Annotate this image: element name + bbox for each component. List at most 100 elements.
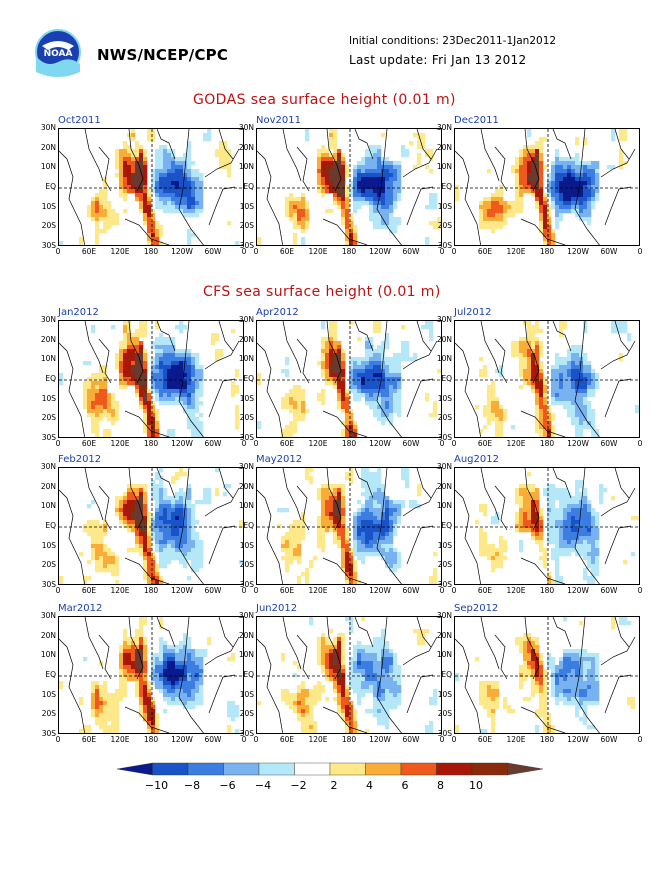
y-tick-label: 30S [437,729,452,738]
noaa-logo-text: NOAA [44,49,73,59]
x-tick-label: 0 [451,247,457,256]
y-tick-label: 10N [238,650,254,660]
x-tick-label: 0 [451,735,457,744]
x-tick-label: 60W [600,247,618,256]
y-tick-label: 30N [436,462,452,471]
y-tick-label: 30S [239,241,254,250]
x-tick-label: 60E [81,735,97,744]
y-tick-label: 10N [238,354,254,364]
x-tick-label: 120E [506,247,526,256]
x-tick-label: 0 [253,586,259,595]
y-tick-label: 20S [239,709,254,719]
y-tick-label: 30N [40,315,56,324]
x-tick-label: 60E [279,735,295,744]
y-tick-label: 10S [437,201,452,211]
colorbar-label: −4 [254,779,272,792]
godas-title: GODAS sea surface height (0.01 m) [193,92,456,108]
x-tick-label: 60W [402,586,420,595]
x-tick-label: 180 [539,586,555,595]
colorbar-segment [152,762,189,776]
x-tick-label: 120W [369,247,391,256]
x-tick-label: 0 [439,586,445,595]
y-tick-label: 20N [238,334,254,344]
x-tick-label: 0 [451,586,457,595]
y-tick-label: EQ [441,521,452,530]
y-tick-label: 30S [437,580,452,589]
map-panel-godas-dec2011 [454,128,640,246]
x-tick-label: 0 [439,439,445,448]
x-tick-label: 180 [341,439,357,448]
colorbar-segment [294,762,331,776]
y-tick-label: 20S [437,560,452,570]
y-tick-label: 30S [41,580,56,589]
colorbar-label: −8 [183,779,201,792]
y-tick-label: 20S [437,221,452,231]
x-tick-label: 120W [171,586,193,595]
x-tick-label: 120W [369,586,391,595]
x-tick-label: 0 [55,439,61,448]
x-tick-label: 120E [506,586,526,595]
y-tick-label: 20S [437,709,452,719]
y-tick-label: 30S [239,433,254,442]
y-tick-label: 20N [238,481,254,491]
map-panel-cfs-sep2012 [454,616,640,734]
y-tick-label: 20S [239,413,254,423]
y-tick-label: 30S [437,241,452,250]
colorbar-segment [187,762,224,776]
x-tick-label: 120E [110,439,130,448]
x-tick-label: 120E [308,439,328,448]
map-panel-cfs-jun2012 [256,616,442,734]
y-tick-label: 30S [437,433,452,442]
x-tick-label: 180 [341,247,357,256]
map-panel-cfs-feb2012 [58,467,244,585]
x-tick-label: 120W [171,247,193,256]
x-tick-label: 120W [369,439,391,448]
y-tick-label: 30N [238,123,254,132]
x-tick-label: 60E [477,439,493,448]
x-tick-label: 120W [171,439,193,448]
x-tick-label: 60W [600,735,618,744]
x-tick-label: 0 [241,247,247,256]
organization-name: NWS/NCEP/CPC [97,46,229,64]
map-panel-godas-oct2011 [58,128,244,246]
y-tick-label: EQ [243,182,254,191]
y-tick-label: 20S [239,560,254,570]
y-tick-label: 20N [40,334,56,344]
y-tick-label: 10S [437,689,452,699]
y-tick-label: 10N [238,501,254,511]
x-tick-label: 0 [241,439,247,448]
y-tick-label: 10S [41,540,56,550]
x-tick-label: 120W [171,735,193,744]
y-tick-label: 10S [239,201,254,211]
y-tick-label: 10N [436,650,452,660]
colorbar-label: 8 [437,779,444,792]
colorbar-label: 4 [366,779,373,792]
x-tick-label: 180 [539,735,555,744]
y-tick-label: 10N [40,501,56,511]
y-tick-label: 20S [41,413,56,423]
x-tick-label: 60W [402,439,420,448]
x-tick-label: 180 [143,439,159,448]
x-tick-label: 60E [477,247,493,256]
x-tick-label: 120W [567,586,589,595]
panel-label-cfs-sep2012: Sep2012 [454,603,499,614]
y-tick-label: 30N [436,315,452,324]
x-tick-label: 60W [600,439,618,448]
cfs-title: CFS sea surface height (0.01 m) [203,284,441,300]
y-tick-label: EQ [243,521,254,530]
y-tick-label: EQ [45,521,56,530]
y-tick-label: 20N [436,630,452,640]
y-tick-label: 20N [238,142,254,152]
y-tick-label: 30N [238,315,254,324]
y-tick-label: 30N [436,123,452,132]
y-tick-label: 20S [41,709,56,719]
panel-label-godas-nov2011: Nov2011 [256,115,301,126]
x-tick-label: 180 [143,735,159,744]
y-tick-label: EQ [243,670,254,679]
y-tick-label: EQ [45,670,56,679]
x-tick-label: 120W [567,247,589,256]
x-tick-label: 120W [567,439,589,448]
y-tick-label: 10S [239,393,254,403]
initial-conditions: Initial conditions: 23Dec2011-1Jan2012 [349,35,557,47]
x-tick-label: 60W [402,247,420,256]
